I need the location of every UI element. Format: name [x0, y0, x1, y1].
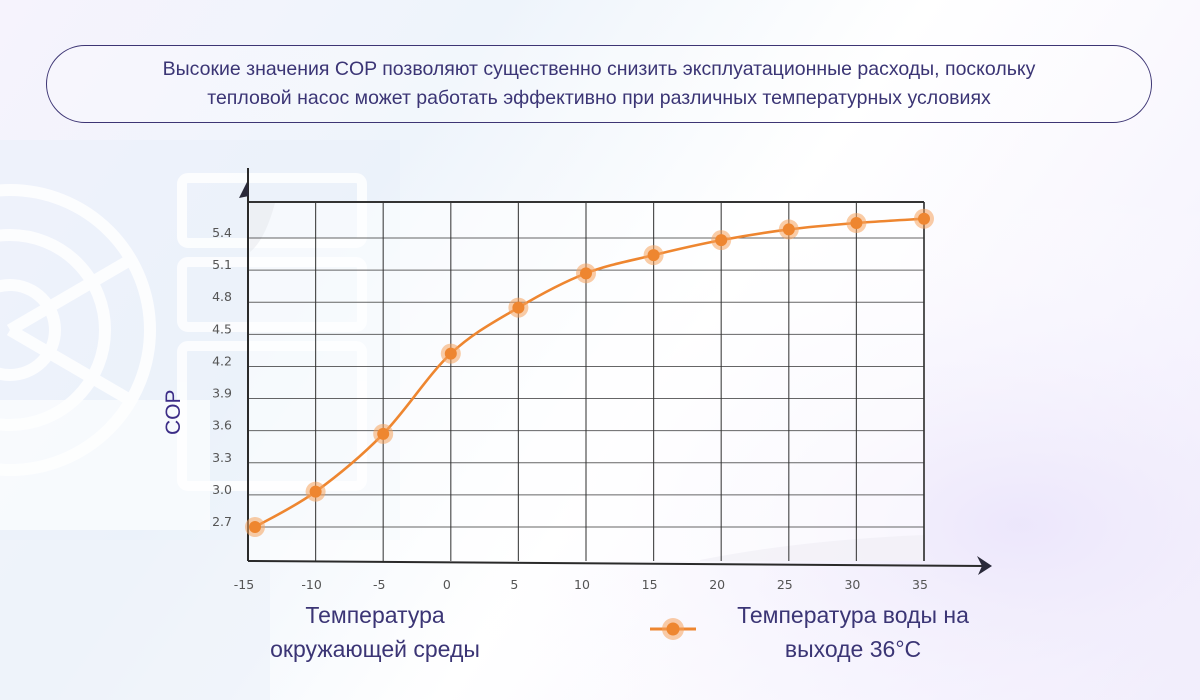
x-axis-label: Температура окружающей среды [230, 598, 520, 666]
x-tick-label: 35 [912, 577, 928, 592]
x-tick-label: 25 [777, 577, 793, 592]
data-series [245, 208, 934, 537]
y-tick-label: 3.0 [212, 482, 232, 497]
y-tick-label: 4.8 [212, 289, 232, 304]
callout-line-2: тепловой насос может работать эффективно… [207, 87, 991, 109]
x-tick-label: 30 [844, 577, 860, 592]
y-axis-ticks: 2.7 3.0 3.3 3.6 3.9 4.2 4.5 4.8 5.1 5.4 [212, 225, 232, 529]
legend-line-marker-icon [650, 618, 696, 640]
x-axis-arrow-icon [977, 556, 992, 575]
y-tick-label: 5.1 [212, 257, 232, 272]
x-tick-label: 15 [642, 577, 658, 592]
y-tick-label: 3.6 [212, 418, 232, 433]
data-point [647, 249, 660, 262]
chart-grid [247, 201, 925, 561]
data-point [715, 234, 728, 247]
x-axis-label-line-1: Температура [305, 602, 445, 628]
y-tick-label: 3.9 [212, 386, 232, 401]
x-tick-label: 5 [510, 577, 518, 592]
data-point [918, 212, 930, 225]
data-point [249, 521, 261, 533]
x-tick-label: 10 [574, 577, 590, 592]
info-callout: Высокие значения COP позволяют существен… [46, 45, 1152, 123]
data-point [309, 485, 322, 498]
data-point [850, 217, 863, 230]
x-axis-label-line-2: окружающей среды [270, 636, 480, 662]
y-axis-arrow-icon [239, 182, 249, 198]
legend-label: Температура воды на выходе 36°C [708, 598, 998, 666]
x-axis-line [247, 560, 986, 567]
x-tick-label: -10 [301, 577, 321, 592]
data-point [782, 223, 795, 236]
y-tick-label: 2.7 [212, 514, 232, 529]
data-point [377, 427, 390, 440]
y-tick-label: 4.5 [212, 321, 232, 336]
y-tick-label: 5.4 [212, 225, 232, 240]
y-tick-label: 3.3 [212, 450, 232, 465]
legend-label-line-1: Температура воды на [737, 602, 969, 628]
data-point [444, 347, 457, 360]
chart-axes [239, 168, 992, 575]
x-tick-label: -5 [373, 577, 385, 592]
callout-line-1: Высокие значения COP позволяют существен… [162, 58, 1036, 80]
x-tick-label: -15 [234, 577, 254, 592]
y-axis-label: COP [162, 389, 185, 435]
y-tick-label: 4.2 [212, 353, 232, 368]
chart-legend: Температура воды на выходе 36°C [640, 598, 1000, 668]
x-axis-ticks: -15 -10 -5 0 5 10 15 20 25 30 35 [234, 577, 928, 592]
legend-label-line-2: выходе 36°C [784, 636, 922, 662]
data-point [580, 267, 592, 280]
data-point [512, 301, 525, 314]
x-tick-label: 20 [709, 577, 725, 592]
x-tick-label: 0 [443, 577, 451, 592]
